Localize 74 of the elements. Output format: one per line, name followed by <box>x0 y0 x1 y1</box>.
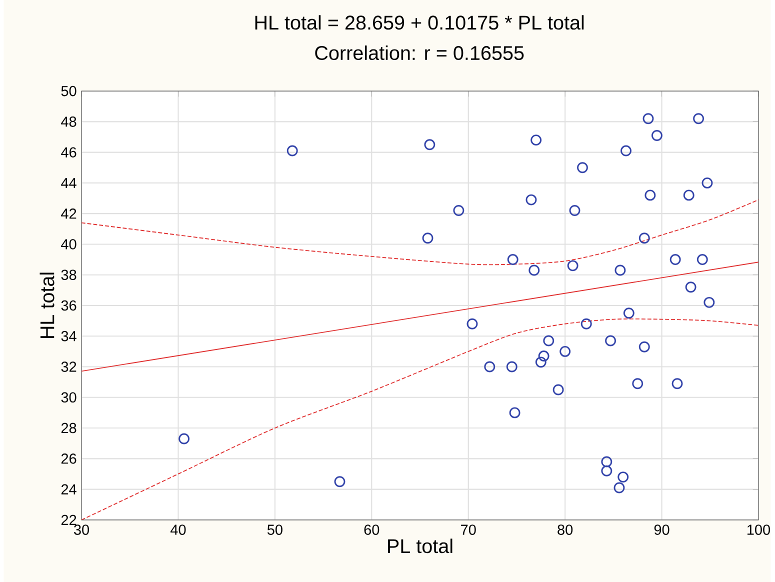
point <box>644 190 656 201</box>
point <box>334 476 346 488</box>
point <box>538 350 550 362</box>
y-tick-label: 50 <box>61 86 76 96</box>
point <box>623 308 634 319</box>
point <box>543 335 554 346</box>
point <box>702 177 713 188</box>
point <box>614 482 625 494</box>
chart-title: HL total = 28.659 + 0.10175 * PL total <box>255 15 584 30</box>
x-tick-label: 50 <box>267 524 282 535</box>
point <box>422 232 434 244</box>
point <box>484 361 496 372</box>
point <box>552 384 564 396</box>
point <box>638 341 650 352</box>
y-tick-label: 24 <box>61 484 76 494</box>
point <box>618 472 629 483</box>
point <box>642 113 654 124</box>
y-tick-label: 40 <box>61 239 76 250</box>
point <box>530 134 542 146</box>
point <box>509 407 520 418</box>
y-tick-label: 44 <box>61 178 76 188</box>
point <box>605 335 616 346</box>
point <box>693 113 704 124</box>
point <box>507 254 518 266</box>
point <box>620 145 632 156</box>
point <box>577 162 588 174</box>
y-tick-label: 28 <box>61 422 76 434</box>
x-tick-label: 100 <box>747 524 770 535</box>
point <box>696 254 708 266</box>
point <box>178 433 190 444</box>
point <box>632 378 644 390</box>
point <box>683 190 694 201</box>
point <box>286 145 298 156</box>
point <box>569 205 580 216</box>
point <box>672 378 683 390</box>
y-tick-label: 48 <box>61 116 76 127</box>
y-tick-label: 42 <box>61 208 76 219</box>
point <box>601 465 612 476</box>
y-tick-label: 38 <box>61 270 76 280</box>
y-tick-label: 30 <box>61 392 76 403</box>
y-tick-label: 22 <box>61 514 76 526</box>
point <box>466 318 478 330</box>
point <box>526 194 537 206</box>
y-axis-title: HL total <box>40 272 54 338</box>
point <box>614 264 626 276</box>
line-series <box>82 199 758 266</box>
point <box>651 130 662 141</box>
y-tick-label: 26 <box>61 454 76 464</box>
x-tick-label: 90 <box>654 524 670 535</box>
y-tick-label: 46 <box>61 147 76 158</box>
x-tick-label: 70 <box>461 524 476 535</box>
point <box>685 282 696 293</box>
x-tick-label: 30 <box>74 524 90 535</box>
chart-subtitle: Correlation: r = 0.16555 <box>315 46 524 60</box>
x-axis-title: PL total <box>388 538 452 554</box>
point <box>453 205 464 216</box>
y-tick-label: 36 <box>61 300 76 311</box>
y-tick-label: 34 <box>61 331 76 342</box>
point <box>535 356 546 368</box>
x-tick-label: 60 <box>364 524 380 535</box>
y-tick-label: 32 <box>61 362 76 372</box>
line-series <box>82 318 758 520</box>
point <box>704 296 715 308</box>
point <box>560 346 571 357</box>
point <box>506 361 518 372</box>
point <box>638 232 650 244</box>
point <box>601 456 612 468</box>
x-tick-label: 80 <box>558 524 573 535</box>
point <box>580 318 592 330</box>
point <box>424 139 436 150</box>
point <box>567 260 578 272</box>
point <box>528 264 540 276</box>
point <box>670 254 681 266</box>
x-tick-label: 40 <box>170 524 186 535</box>
